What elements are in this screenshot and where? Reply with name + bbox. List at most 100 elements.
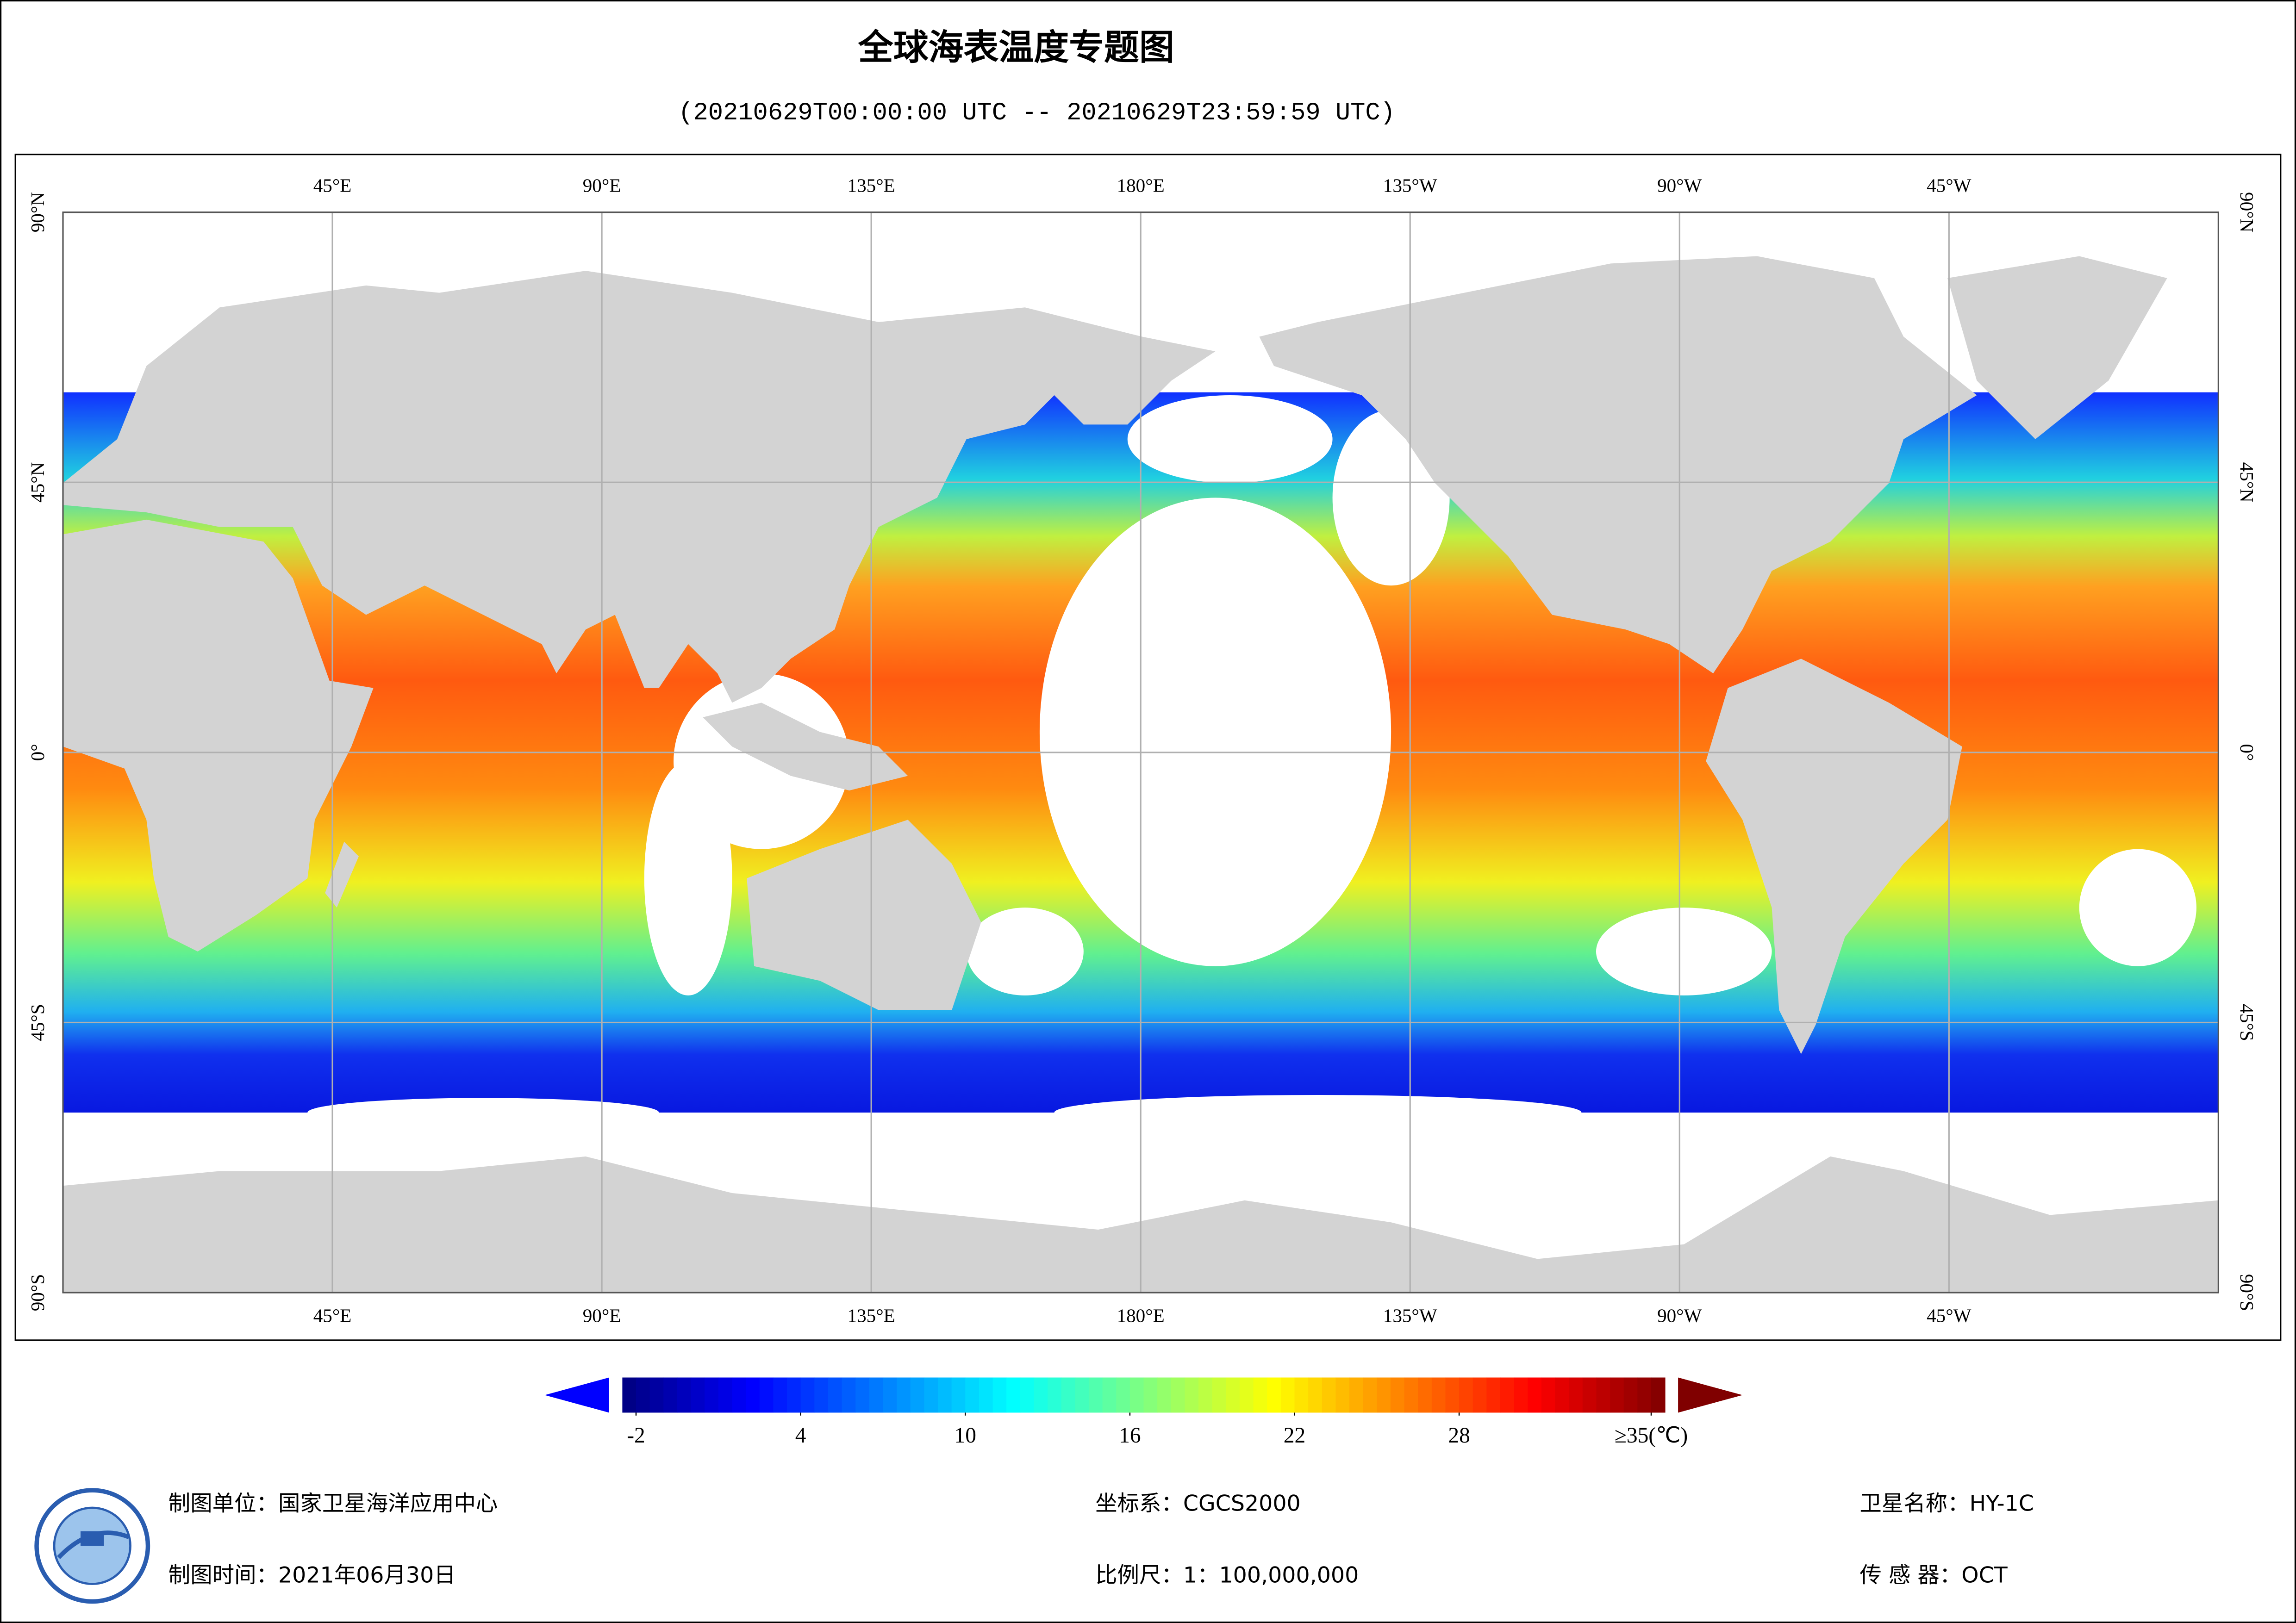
colorbar-cell xyxy=(800,1377,815,1413)
colorbar-cell xyxy=(1459,1377,1473,1413)
map-border xyxy=(62,211,2219,1293)
colorbar-cell xyxy=(1171,1377,1185,1413)
lon-label-bottom: 135°E xyxy=(848,1305,895,1326)
lon-label-bottom: 45°E xyxy=(313,1305,352,1326)
colorbar-cell xyxy=(1267,1377,1281,1413)
colorbar-cell xyxy=(773,1377,787,1413)
colorbar-cell xyxy=(746,1377,760,1413)
colorbar-cell xyxy=(1569,1377,1583,1413)
lon-label-bottom: 45°W xyxy=(1927,1305,1972,1326)
colorbar-cell xyxy=(1582,1377,1597,1413)
colorbar-cell xyxy=(842,1377,856,1413)
colorbar-cell xyxy=(1239,1377,1254,1413)
colorbar-cell xyxy=(1294,1377,1309,1413)
colorbar-cell xyxy=(1514,1377,1529,1413)
colorbar-tick-label: ≥35(℃) xyxy=(1615,1424,1688,1448)
footer-date: 制图时间：2021年06月30日 xyxy=(168,1563,456,1588)
colorbar-cell xyxy=(1555,1377,1570,1413)
footer-sensor: 传 感 器：OCT xyxy=(1859,1563,2008,1588)
lon-label-top: 45°W xyxy=(1927,174,1972,196)
lon-label-top: 45°E xyxy=(313,174,352,196)
colorbar-cell xyxy=(759,1377,774,1413)
colorbar-over-arrow xyxy=(1678,1377,1743,1413)
lon-label-top: 135°W xyxy=(1383,174,1437,196)
colorbar-cell xyxy=(965,1377,980,1413)
colorbar-cell xyxy=(1363,1377,1378,1413)
colorbar-cell xyxy=(732,1377,747,1413)
colorbar-cell xyxy=(1610,1377,1624,1413)
colorbar-cell xyxy=(1102,1377,1117,1413)
colorbar-cell xyxy=(1253,1377,1268,1413)
colorbar-cell xyxy=(1418,1377,1432,1413)
colorbar-cell xyxy=(1528,1377,1542,1413)
lon-label-top: 90°W xyxy=(1657,174,1702,196)
colorbar-tick-label: -2 xyxy=(627,1424,645,1448)
colorbar: -2 4 10 16 22 28 ≥35(℃) xyxy=(622,1377,1688,1448)
colorbar-cell xyxy=(979,1377,993,1413)
lat-label-right: 45°N xyxy=(2236,462,2258,503)
colorbar-cell xyxy=(787,1377,801,1413)
colorbar-cell xyxy=(705,1377,719,1413)
colorbar-cell xyxy=(937,1377,952,1413)
lon-label-bottom: 135°W xyxy=(1383,1305,1437,1326)
lat-label-left: 90°N xyxy=(27,192,48,232)
colorbar-cell xyxy=(1541,1377,1556,1413)
colorbar-cell xyxy=(883,1377,898,1413)
lon-label-bottom: 180°E xyxy=(1117,1305,1165,1326)
colorbar-cell xyxy=(1500,1377,1515,1413)
colorbar-cell xyxy=(718,1377,733,1413)
map-frame xyxy=(14,154,2282,1341)
colorbar-cell xyxy=(1143,1377,1158,1413)
colorbar-cell xyxy=(622,1377,636,1413)
colorbar-cell xyxy=(1486,1377,1501,1413)
colorbar-cell xyxy=(828,1377,842,1413)
colorbar-tick-label: 28 xyxy=(1448,1424,1470,1448)
lon-label-bottom: 90°E xyxy=(583,1305,621,1326)
colorbar-cell xyxy=(951,1377,966,1413)
colorbar-cell xyxy=(1308,1377,1323,1413)
colorbar-cell xyxy=(636,1377,650,1413)
footer-satellite: 卫星名称：HY-1C xyxy=(1859,1491,2034,1517)
colorbar-cell xyxy=(869,1377,884,1413)
colorbar-cell xyxy=(1212,1377,1227,1413)
colorbar-tick-label: 16 xyxy=(1119,1424,1141,1448)
colorbar-cell xyxy=(1061,1377,1076,1413)
logo xyxy=(34,1488,150,1604)
lat-label-right: 0° xyxy=(2236,744,2258,761)
colorbar-cell xyxy=(1445,1377,1460,1413)
colorbar-cell xyxy=(1157,1377,1172,1413)
colorbar-cell xyxy=(1185,1377,1199,1413)
colorbar-cell xyxy=(1322,1377,1336,1413)
map-subtitle: (20210629T00:00:00 UTC -- 20210629T23:59… xyxy=(678,99,1395,127)
lat-label-right: 45°S xyxy=(2236,1004,2258,1041)
colorbar-cell xyxy=(1335,1377,1350,1413)
map-title: 全球海表温度专题图 xyxy=(858,27,1174,68)
colorbar-cell xyxy=(1472,1377,1487,1413)
colorbar-cell xyxy=(1226,1377,1240,1413)
colorbar-cell xyxy=(1596,1377,1611,1413)
lon-label-top: 90°E xyxy=(583,174,621,196)
colorbar-cell xyxy=(1623,1377,1638,1413)
colorbar-cell xyxy=(924,1377,938,1413)
colorbar-cell xyxy=(897,1377,911,1413)
colorbar-cell xyxy=(1075,1377,1089,1413)
colorbar-cell xyxy=(1377,1377,1391,1413)
lat-label-left: 45°N xyxy=(27,462,48,503)
colorbar-cell xyxy=(814,1377,829,1413)
footer-producer: 制图单位：国家卫星海洋应用中心 xyxy=(168,1491,498,1517)
colorbar-cell xyxy=(1129,1377,1144,1413)
lon-label-top: 135°E xyxy=(848,174,895,196)
lon-label-top: 180°E xyxy=(1117,174,1165,196)
colorbar-cell xyxy=(1020,1377,1035,1413)
colorbar-cell xyxy=(677,1377,692,1413)
colorbar-cell xyxy=(1280,1377,1295,1413)
colorbar-cell xyxy=(1431,1377,1446,1413)
colorbar-cell xyxy=(1651,1377,1666,1413)
lat-label-right: 90°N xyxy=(2236,192,2258,232)
colorbar-cell xyxy=(1048,1377,1062,1413)
lat-label-left: 0° xyxy=(27,744,48,761)
colorbar-tick-label: 22 xyxy=(1284,1424,1305,1448)
colorbar-cell xyxy=(691,1377,705,1413)
colorbar-tick-label: 10 xyxy=(955,1424,976,1448)
